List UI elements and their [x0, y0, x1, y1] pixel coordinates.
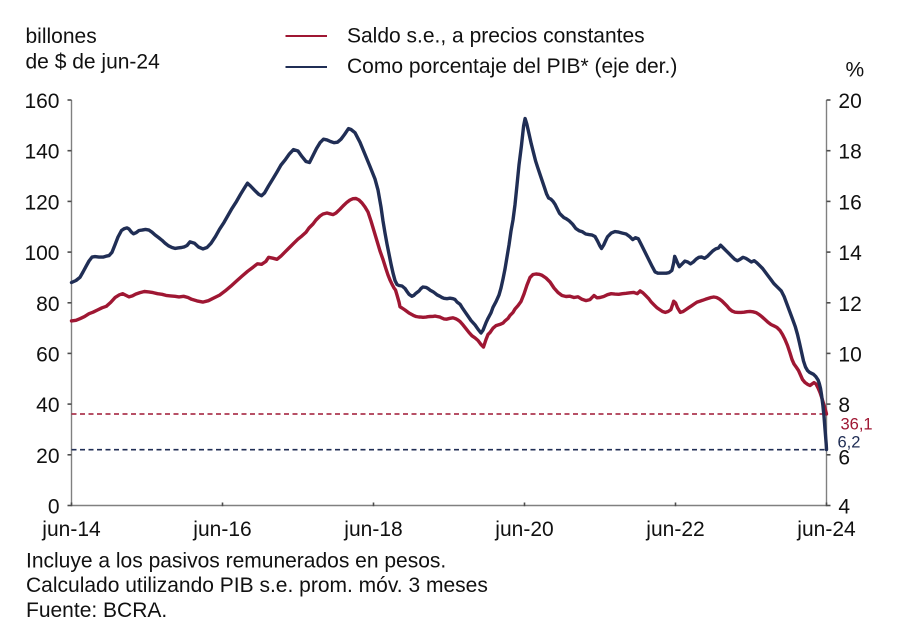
svg-text:120: 120: [24, 191, 59, 214]
svg-text:Fuente: BCRA.: Fuente: BCRA.: [26, 599, 167, 622]
svg-text:18: 18: [838, 141, 861, 164]
svg-text:billones: billones: [26, 25, 97, 48]
svg-text:jun-20: jun-20: [494, 518, 553, 541]
svg-text:jun-14: jun-14: [41, 518, 101, 541]
svg-text:8: 8: [838, 394, 850, 417]
svg-text:12: 12: [838, 293, 861, 316]
svg-text:36,1: 36,1: [841, 416, 873, 434]
svg-text:jun-22: jun-22: [645, 518, 704, 541]
svg-text:0: 0: [48, 496, 60, 519]
svg-text:Incluye a los pasivos remunera: Incluye a los pasivos remunerados en pes…: [26, 550, 446, 573]
svg-text:10: 10: [838, 343, 861, 366]
svg-text:20: 20: [838, 90, 861, 113]
svg-text:Saldo s.e., a precios constant: Saldo s.e., a precios constantes: [347, 25, 645, 48]
svg-text:100: 100: [24, 242, 59, 265]
svg-text:Calculado utilizando PIB s.e.: Calculado utilizando PIB s.e. prom. móv.…: [26, 574, 488, 597]
svg-text:140: 140: [24, 141, 59, 164]
svg-text:4: 4: [838, 496, 850, 519]
svg-text:%: %: [846, 59, 865, 82]
svg-text:160: 160: [24, 90, 59, 113]
svg-text:20: 20: [36, 445, 59, 468]
svg-text:jun-16: jun-16: [192, 518, 251, 541]
svg-text:de $ de jun-24: de $ de jun-24: [26, 51, 161, 74]
svg-text:80: 80: [36, 293, 59, 316]
svg-text:6,2: 6,2: [838, 434, 861, 452]
svg-text:jun-24: jun-24: [796, 518, 856, 541]
svg-text:40: 40: [36, 394, 59, 417]
svg-text:Como porcentaje del PIB* (eje: Como porcentaje del PIB* (eje der.): [347, 55, 677, 78]
svg-text:16: 16: [838, 191, 861, 214]
svg-text:60: 60: [36, 343, 59, 366]
svg-text:14: 14: [838, 242, 862, 265]
svg-text:jun-18: jun-18: [343, 518, 402, 541]
svg-text:6: 6: [838, 447, 850, 470]
